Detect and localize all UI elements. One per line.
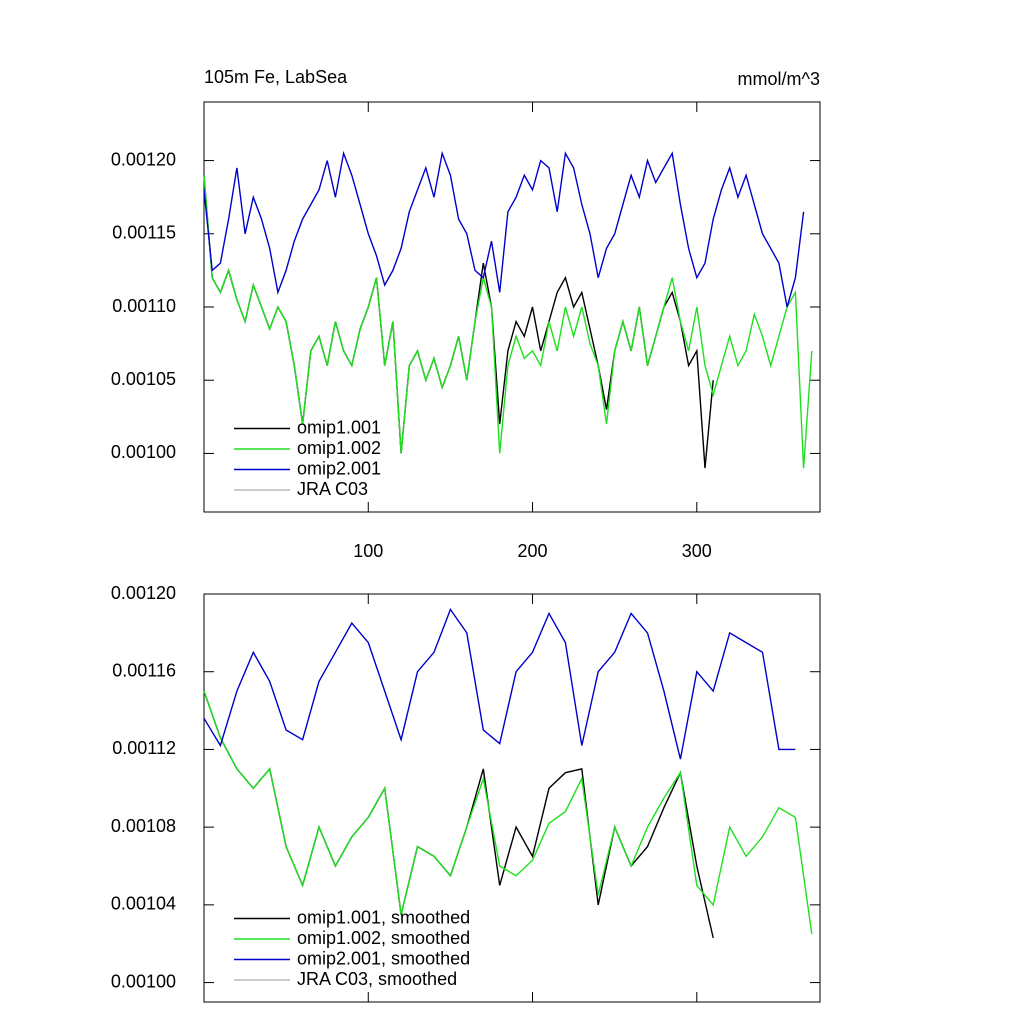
legend-label: JRA C03, smoothed bbox=[297, 969, 457, 989]
y-tick-label: 0.00115 bbox=[112, 223, 176, 243]
legend-label: omip1.002, smoothed bbox=[297, 928, 470, 948]
y-tick-label: 0.00120 bbox=[111, 149, 176, 169]
series-line bbox=[203, 690, 714, 939]
x-tick-label: 200 bbox=[518, 541, 548, 561]
y-tick-label: 0.00116 bbox=[112, 660, 176, 680]
legend-label: omip1.001 bbox=[297, 417, 381, 437]
legend-label: omip1.001, smoothed bbox=[297, 907, 470, 927]
legend-label: omip2.001, smoothed bbox=[297, 948, 470, 968]
legend-label: omip1.002 bbox=[297, 438, 381, 458]
y-tick-label: 0.00105 bbox=[111, 369, 176, 389]
y-tick-label: 0.00120 bbox=[111, 583, 176, 603]
legend-label: omip2.001 bbox=[297, 458, 381, 478]
y-tick-label: 0.00100 bbox=[111, 971, 176, 991]
x-tick-label: 100 bbox=[353, 541, 383, 561]
chart-title: 105m Fe, LabSea bbox=[204, 67, 348, 87]
series-line bbox=[203, 690, 813, 935]
series-line bbox=[203, 175, 813, 469]
y-tick-label: 0.00110 bbox=[112, 296, 176, 316]
series-line bbox=[203, 150, 805, 308]
series-line bbox=[203, 608, 796, 760]
y-tick-label: 0.00108 bbox=[111, 816, 176, 836]
y-tick-label: 0.00112 bbox=[112, 738, 176, 758]
y-tick-label: 0.00100 bbox=[111, 442, 176, 462]
units-label: mmol/m^3 bbox=[738, 69, 820, 89]
plot-frame bbox=[203, 593, 821, 1003]
legend-label: JRA C03 bbox=[297, 479, 368, 499]
y-tick-label: 0.00104 bbox=[111, 894, 176, 914]
x-tick-label: 300 bbox=[682, 541, 712, 561]
